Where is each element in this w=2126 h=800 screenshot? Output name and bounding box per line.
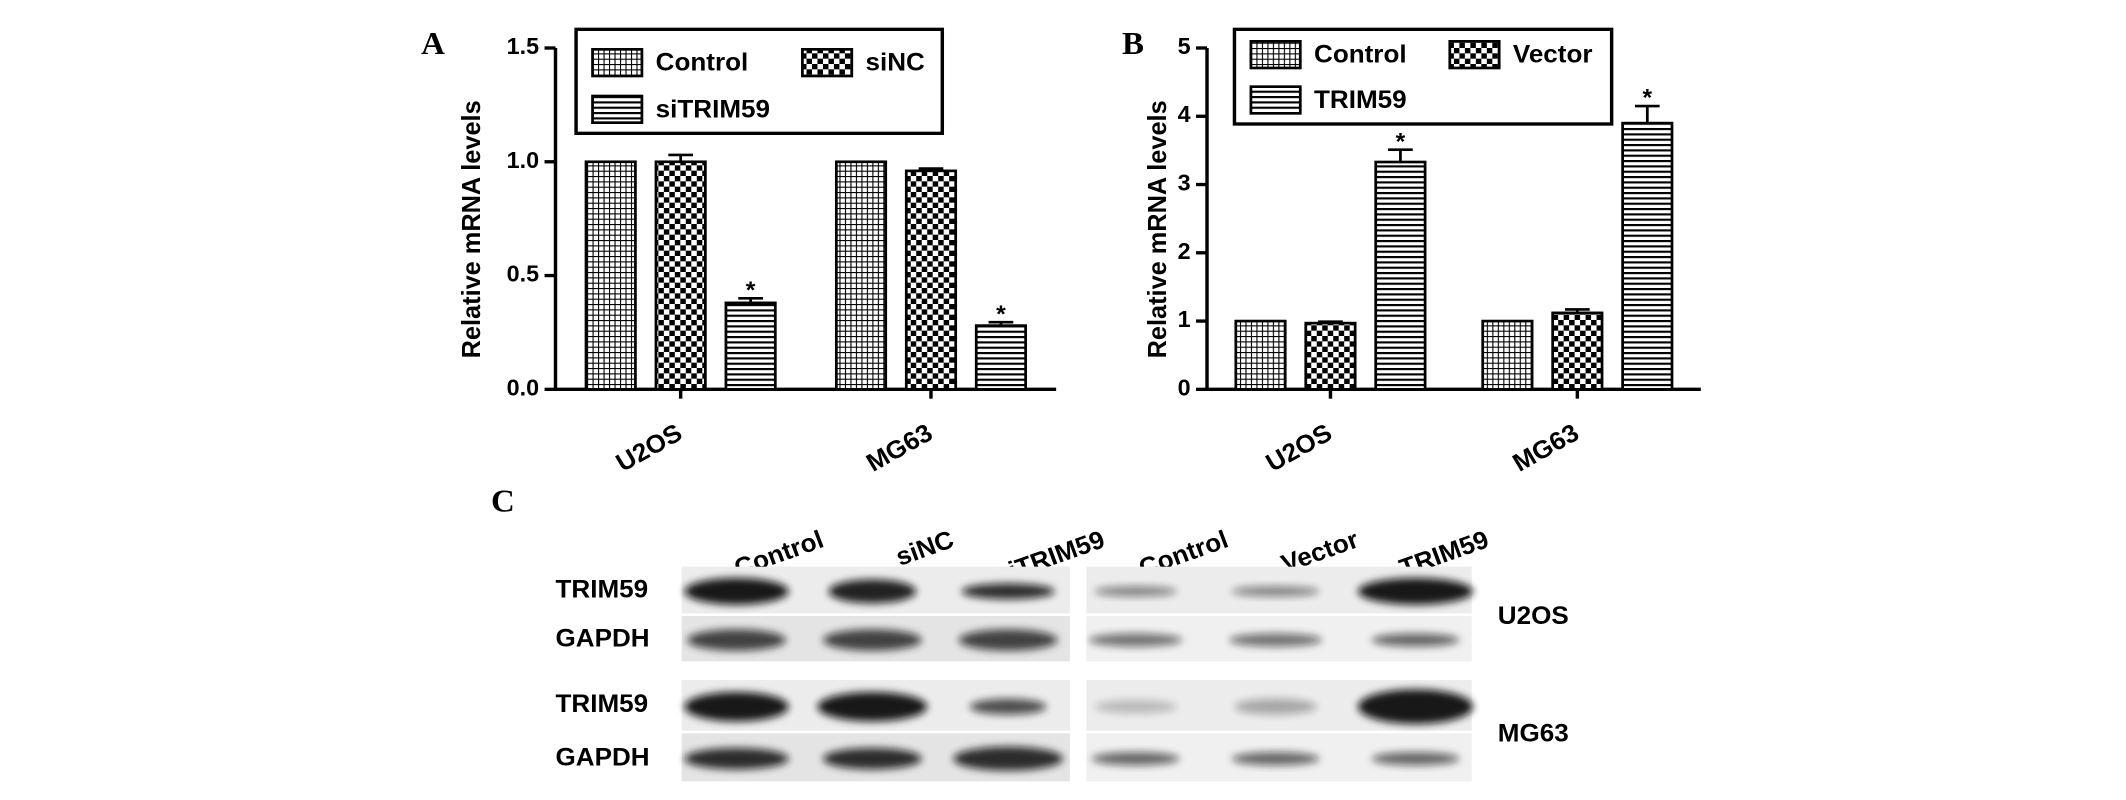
row-label: GAPDH: [556, 625, 650, 653]
blot-band: [822, 748, 922, 770]
x-tick-label: MG63: [1508, 419, 1584, 477]
legend-swatch: [591, 48, 644, 78]
bar: [584, 160, 637, 391]
panel-label: C: [491, 484, 515, 519]
error-bar: [1634, 104, 1660, 124]
legend-label: TRIM59: [1314, 86, 1407, 114]
legend-label: Vector: [1513, 41, 1593, 69]
significance-mark: *: [1643, 85, 1653, 112]
blot-band: [953, 746, 1063, 771]
y-tick-label: 4: [1178, 102, 1191, 128]
y-axis-label: Relative mRNA levels: [1144, 100, 1172, 358]
blot-band: [1357, 578, 1474, 605]
bar: [1551, 311, 1604, 391]
row-label: GAPDH: [556, 744, 650, 772]
error-bar: [738, 296, 763, 303]
bar: [1234, 319, 1287, 391]
blot-band: [684, 748, 789, 770]
bar: [1304, 321, 1357, 391]
y-tick-label: 2: [1178, 238, 1191, 264]
blot-band: [817, 692, 928, 722]
lane-label: siNC: [892, 526, 957, 572]
blot-band: [1231, 586, 1320, 597]
legend-label: siTRIM59: [656, 96, 770, 124]
blot-band: [828, 579, 917, 604]
error-bar: [988, 320, 1014, 326]
significance-mark: *: [746, 277, 756, 304]
y-tick-label: 1: [1178, 306, 1191, 332]
x-tick-label: U2OS: [1261, 419, 1337, 477]
legend-swatch: [1249, 85, 1302, 115]
blot-band: [1234, 698, 1317, 715]
bar: [904, 169, 958, 391]
blot-band: [1371, 752, 1460, 766]
legend-label: Control: [1314, 41, 1407, 69]
bar: [834, 160, 888, 391]
bar: [724, 301, 777, 391]
y-tick-label: 1.5: [507, 33, 540, 59]
y-tick-label: 1.0: [507, 147, 539, 173]
legend-swatch: [801, 48, 854, 78]
blot-band: [969, 698, 1047, 715]
blot-band: [1228, 633, 1323, 647]
significance-mark: *: [1396, 129, 1406, 156]
bar: [1374, 160, 1427, 391]
significance-mark: *: [996, 301, 1006, 328]
x-tick-label: MG63: [862, 419, 938, 477]
blot-band: [687, 629, 786, 651]
y-tick-label: 3: [1178, 170, 1191, 196]
blot-band: [958, 629, 1058, 651]
error-bar: [1388, 148, 1413, 163]
blot-band: [1371, 633, 1460, 647]
blot-band: [684, 578, 789, 605]
bar: [974, 324, 1027, 391]
blot-band: [961, 583, 1055, 600]
legend-swatch: [1249, 40, 1302, 70]
blot-band: [1357, 689, 1474, 724]
legend-label: Control: [656, 49, 749, 77]
y-tick-label: 0.0: [507, 375, 539, 401]
panel-label: B: [1122, 26, 1144, 61]
error-bar: [668, 153, 694, 162]
y-axis-label: Relative mRNA levels: [458, 100, 486, 358]
panel-label: A: [421, 26, 445, 61]
cell-line-label: U2OS: [1498, 602, 1569, 630]
cell-line-label: MG63: [1498, 720, 1569, 748]
legend-swatch: [1448, 40, 1501, 70]
blot-band: [1094, 586, 1177, 597]
x-tick-label: U2OS: [612, 419, 688, 477]
error-bar: [1318, 320, 1343, 324]
blot-band: [1231, 752, 1320, 766]
y-tick-label: 0: [1178, 375, 1191, 401]
blot-band: [1089, 633, 1183, 647]
blot-band: [1091, 752, 1180, 766]
bar: [654, 160, 707, 391]
blot-band: [822, 629, 922, 651]
y-tick-label: 0.5: [507, 261, 540, 287]
y-tick-label: 5: [1178, 33, 1191, 59]
legend-swatch: [591, 94, 644, 124]
blot-band: [1094, 700, 1177, 714]
legend-label: siNC: [865, 49, 924, 77]
error-bar: [918, 167, 944, 171]
blot-band: [684, 692, 789, 722]
bar: [1621, 121, 1674, 391]
error-bar: [1565, 308, 1590, 313]
row-label: TRIM59: [556, 576, 649, 604]
bar: [1481, 319, 1534, 391]
row-label: TRIM59: [556, 690, 649, 718]
